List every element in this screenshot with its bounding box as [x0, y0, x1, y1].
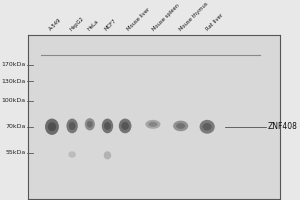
Ellipse shape — [69, 122, 76, 130]
Ellipse shape — [48, 122, 56, 131]
Ellipse shape — [145, 120, 160, 129]
Text: 55kDa: 55kDa — [5, 150, 26, 155]
Text: ZNF408: ZNF408 — [268, 122, 298, 131]
Ellipse shape — [202, 123, 212, 131]
Ellipse shape — [173, 121, 188, 131]
Ellipse shape — [45, 119, 59, 135]
Ellipse shape — [200, 120, 215, 134]
Text: Mouse spleen: Mouse spleen — [152, 3, 181, 32]
Ellipse shape — [122, 122, 129, 130]
Ellipse shape — [104, 151, 111, 159]
Text: HepG2: HepG2 — [69, 16, 85, 32]
Ellipse shape — [176, 123, 185, 129]
Text: MCF7: MCF7 — [104, 18, 118, 32]
Ellipse shape — [87, 121, 93, 128]
Ellipse shape — [102, 119, 113, 133]
Text: Mouse liver: Mouse liver — [127, 7, 152, 32]
Text: 100kDa: 100kDa — [1, 98, 26, 103]
Text: 70kDa: 70kDa — [5, 124, 26, 129]
Ellipse shape — [85, 118, 95, 130]
Text: Rat liver: Rat liver — [205, 13, 224, 32]
Ellipse shape — [68, 151, 76, 158]
Ellipse shape — [67, 119, 78, 133]
Text: 170kDa: 170kDa — [1, 62, 26, 67]
Ellipse shape — [119, 119, 131, 133]
Text: Mouse thymus: Mouse thymus — [178, 1, 209, 32]
Text: A-549: A-549 — [48, 18, 63, 32]
Ellipse shape — [148, 122, 158, 127]
Text: 130kDa: 130kDa — [1, 79, 26, 84]
Text: HeLa: HeLa — [86, 19, 99, 32]
Ellipse shape — [104, 122, 111, 130]
